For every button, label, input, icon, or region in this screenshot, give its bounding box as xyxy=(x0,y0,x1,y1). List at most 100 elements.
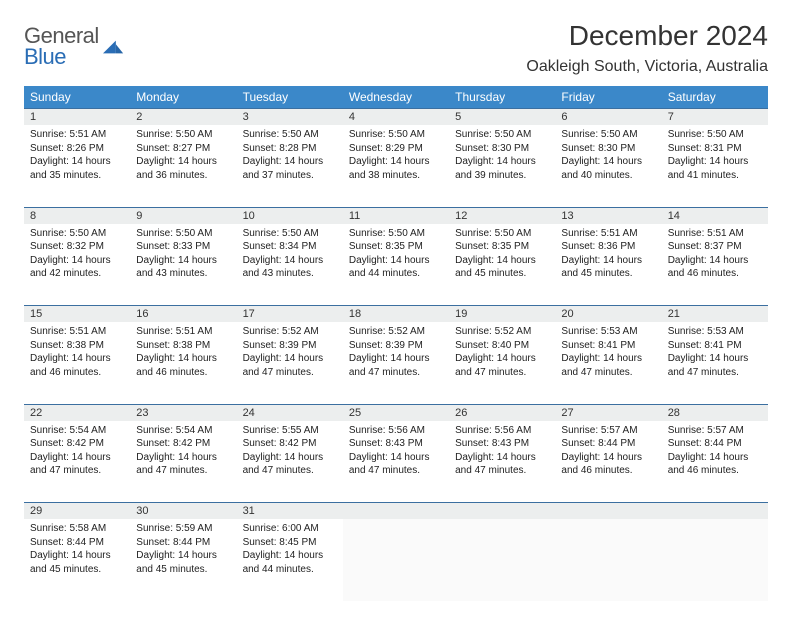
day-detail-cell: Sunrise: 5:50 AMSunset: 8:33 PMDaylight:… xyxy=(130,224,236,306)
daylight-text: Daylight: 14 hours xyxy=(243,352,337,366)
sunrise-text: Sunrise: 5:51 AM xyxy=(136,325,230,339)
month-title: December 2024 xyxy=(526,20,768,52)
day-number-cell: 18 xyxy=(343,306,449,323)
day-number-cell: 13 xyxy=(555,207,661,224)
sunset-text: Sunset: 8:30 PM xyxy=(561,142,655,156)
day-number-cell: 8 xyxy=(24,207,130,224)
sunset-text: Sunset: 8:30 PM xyxy=(455,142,549,156)
day-detail-cell: Sunrise: 5:54 AMSunset: 8:42 PMDaylight:… xyxy=(24,421,130,503)
sunset-text: Sunset: 8:27 PM xyxy=(136,142,230,156)
sunset-text: Sunset: 8:38 PM xyxy=(30,339,124,353)
day-detail-cell: Sunrise: 5:53 AMSunset: 8:41 PMDaylight:… xyxy=(662,322,768,404)
day-number-cell xyxy=(343,503,449,520)
sunrise-text: Sunrise: 5:54 AM xyxy=(30,424,124,438)
daylight-text: Daylight: 14 hours xyxy=(136,352,230,366)
day-number-cell: 4 xyxy=(343,109,449,126)
col-tuesday: Tuesday xyxy=(237,86,343,109)
daylight-text: and 45 minutes. xyxy=(455,267,549,281)
daylight-text: Daylight: 14 hours xyxy=(561,254,655,268)
daylight-text: Daylight: 14 hours xyxy=(349,352,443,366)
daynum-row: 22232425262728 xyxy=(24,404,768,421)
day-number-cell: 9 xyxy=(130,207,236,224)
daylight-text: Daylight: 14 hours xyxy=(243,155,337,169)
day-number-cell: 7 xyxy=(662,109,768,126)
day-number-cell: 29 xyxy=(24,503,130,520)
sunset-text: Sunset: 8:42 PM xyxy=(243,437,337,451)
sunset-text: Sunset: 8:36 PM xyxy=(561,240,655,254)
daylight-text: and 46 minutes. xyxy=(668,464,762,478)
daylight-text: and 47 minutes. xyxy=(349,366,443,380)
day-number-cell: 1 xyxy=(24,109,130,126)
daylight-text: and 47 minutes. xyxy=(561,366,655,380)
brand-logo: General Blue xyxy=(24,26,125,68)
day-detail-cell: Sunrise: 5:51 AMSunset: 8:38 PMDaylight:… xyxy=(130,322,236,404)
day-number-cell: 31 xyxy=(237,503,343,520)
day-detail-cell: Sunrise: 5:50 AMSunset: 8:30 PMDaylight:… xyxy=(555,125,661,207)
day-detail-cell xyxy=(555,519,661,601)
daylight-text: Daylight: 14 hours xyxy=(561,352,655,366)
day-detail-cell: Sunrise: 5:52 AMSunset: 8:40 PMDaylight:… xyxy=(449,322,555,404)
day-detail-cell: Sunrise: 5:51 AMSunset: 8:36 PMDaylight:… xyxy=(555,224,661,306)
sunrise-text: Sunrise: 5:58 AM xyxy=(30,522,124,536)
sunrise-text: Sunrise: 5:52 AM xyxy=(243,325,337,339)
sunset-text: Sunset: 8:41 PM xyxy=(668,339,762,353)
day-detail-cell: Sunrise: 5:55 AMSunset: 8:42 PMDaylight:… xyxy=(237,421,343,503)
daylight-text: Daylight: 14 hours xyxy=(30,254,124,268)
day-detail-cell: Sunrise: 5:56 AMSunset: 8:43 PMDaylight:… xyxy=(449,421,555,503)
daylight-text: Daylight: 14 hours xyxy=(349,451,443,465)
daylight-text: and 38 minutes. xyxy=(349,169,443,183)
col-sunday: Sunday xyxy=(24,86,130,109)
daylight-text: and 47 minutes. xyxy=(455,464,549,478)
daylight-text: and 47 minutes. xyxy=(243,464,337,478)
sunrise-text: Sunrise: 5:57 AM xyxy=(668,424,762,438)
sunset-text: Sunset: 8:34 PM xyxy=(243,240,337,254)
calendar-body: 1234567Sunrise: 5:51 AMSunset: 8:26 PMDa… xyxy=(24,109,768,602)
col-thursday: Thursday xyxy=(449,86,555,109)
sunset-text: Sunset: 8:42 PM xyxy=(30,437,124,451)
daylight-text: Daylight: 14 hours xyxy=(668,155,762,169)
day-detail-cell: Sunrise: 5:50 AMSunset: 8:35 PMDaylight:… xyxy=(343,224,449,306)
daylight-text: Daylight: 14 hours xyxy=(136,451,230,465)
sunrise-text: Sunrise: 5:50 AM xyxy=(668,128,762,142)
day-number-cell: 26 xyxy=(449,404,555,421)
sunset-text: Sunset: 8:39 PM xyxy=(349,339,443,353)
daylight-text: Daylight: 14 hours xyxy=(136,254,230,268)
daylight-text: and 41 minutes. xyxy=(668,169,762,183)
daylight-text: Daylight: 14 hours xyxy=(455,254,549,268)
daylight-text: and 46 minutes. xyxy=(561,464,655,478)
day-detail-cell: Sunrise: 5:51 AMSunset: 8:37 PMDaylight:… xyxy=(662,224,768,306)
daylight-text: Daylight: 14 hours xyxy=(561,155,655,169)
daylight-text: and 46 minutes. xyxy=(30,366,124,380)
sunset-text: Sunset: 8:43 PM xyxy=(455,437,549,451)
day-number-cell: 20 xyxy=(555,306,661,323)
sunset-text: Sunset: 8:45 PM xyxy=(243,536,337,550)
daynum-row: 293031 xyxy=(24,503,768,520)
day-detail-cell: Sunrise: 5:57 AMSunset: 8:44 PMDaylight:… xyxy=(662,421,768,503)
sunrise-text: Sunrise: 5:51 AM xyxy=(30,128,124,142)
daynum-row: 1234567 xyxy=(24,109,768,126)
day-number-cell: 27 xyxy=(555,404,661,421)
sunrise-text: Sunrise: 5:56 AM xyxy=(455,424,549,438)
daylight-text: and 45 minutes. xyxy=(561,267,655,281)
day-number-cell: 5 xyxy=(449,109,555,126)
day-detail-cell: Sunrise: 5:58 AMSunset: 8:44 PMDaylight:… xyxy=(24,519,130,601)
day-detail-cell: Sunrise: 5:51 AMSunset: 8:26 PMDaylight:… xyxy=(24,125,130,207)
sunset-text: Sunset: 8:44 PM xyxy=(561,437,655,451)
day-number-cell: 21 xyxy=(662,306,768,323)
sunrise-text: Sunrise: 5:50 AM xyxy=(455,227,549,241)
daylight-text: and 43 minutes. xyxy=(243,267,337,281)
sunrise-text: Sunrise: 5:50 AM xyxy=(30,227,124,241)
day-detail-cell: Sunrise: 5:50 AMSunset: 8:31 PMDaylight:… xyxy=(662,125,768,207)
daylight-text: Daylight: 14 hours xyxy=(243,254,337,268)
day-number-cell: 15 xyxy=(24,306,130,323)
daylight-text: Daylight: 14 hours xyxy=(349,155,443,169)
day-detail-cell xyxy=(449,519,555,601)
day-detail-cell: Sunrise: 5:52 AMSunset: 8:39 PMDaylight:… xyxy=(237,322,343,404)
day-detail-cell: Sunrise: 5:50 AMSunset: 8:27 PMDaylight:… xyxy=(130,125,236,207)
daylight-text: and 35 minutes. xyxy=(30,169,124,183)
sunrise-text: Sunrise: 5:50 AM xyxy=(349,128,443,142)
sunset-text: Sunset: 8:37 PM xyxy=(668,240,762,254)
day-detail-cell: Sunrise: 5:50 AMSunset: 8:32 PMDaylight:… xyxy=(24,224,130,306)
daylight-text: Daylight: 14 hours xyxy=(243,451,337,465)
sunset-text: Sunset: 8:38 PM xyxy=(136,339,230,353)
